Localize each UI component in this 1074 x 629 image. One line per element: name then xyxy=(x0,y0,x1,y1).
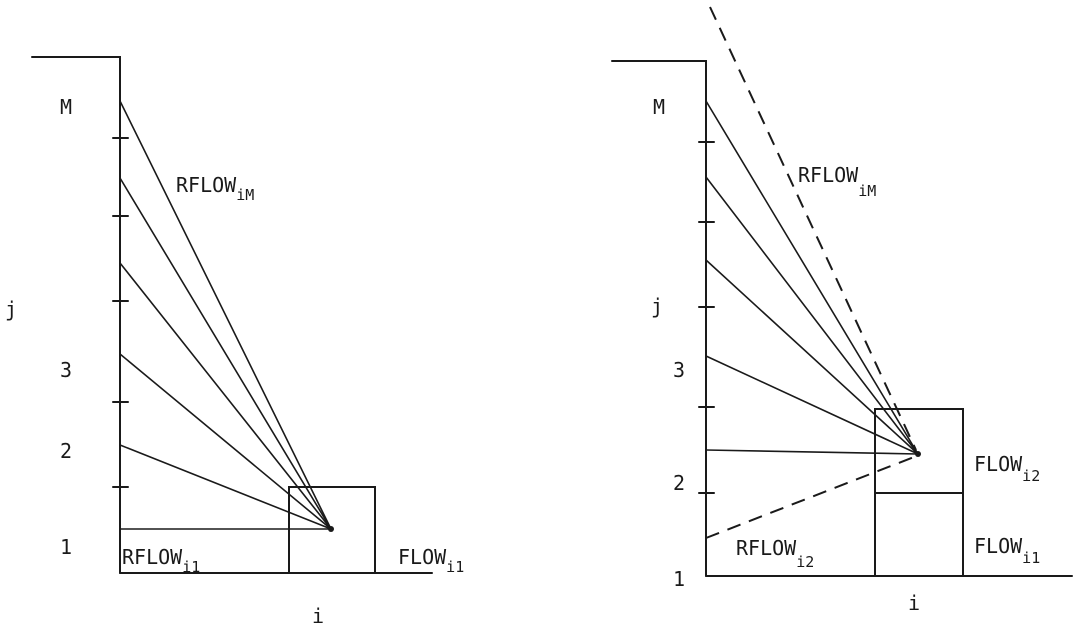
left-y-axis-label: j xyxy=(5,297,17,321)
right-wall-ticks xyxy=(698,141,715,494)
right-upper-cell-box xyxy=(874,408,964,494)
left-tick-label-1: 1 xyxy=(60,535,72,559)
right-ray xyxy=(705,259,919,455)
left-ray-lines xyxy=(119,100,332,530)
right-flow-upper-label: FLOWi2 xyxy=(974,452,1040,485)
right-ray xyxy=(705,100,919,455)
left-flow-label: FLOWi1 xyxy=(398,545,464,576)
right-rflow-top-label: RFLOWiM xyxy=(798,163,876,200)
left-tick-label-2: 2 xyxy=(60,439,72,463)
left-wall xyxy=(31,56,121,574)
left-ray xyxy=(119,353,332,530)
left-tick-label-3: 3 xyxy=(60,358,72,382)
right-ray-lines xyxy=(705,100,919,455)
right-tick-label-2: 2 xyxy=(673,471,685,495)
right-panel: M 3 2 1 j i RFLOWiM RFLOWi2 FLOWi2 FLOWi… xyxy=(611,6,1073,615)
right-tick-label-3: 3 xyxy=(673,358,685,382)
left-panel: M 3 2 1 j i RFLOWiM RFLOWi1 FLOWi1 xyxy=(5,56,464,628)
right-lower-cell-box xyxy=(874,492,964,577)
right-tick-label-1: 1 xyxy=(673,567,685,591)
left-ray xyxy=(119,177,332,530)
left-wall-ticks xyxy=(112,137,129,488)
right-flow-lower-label: FLOWi1 xyxy=(974,534,1040,567)
left-ray xyxy=(119,100,332,530)
left-x-axis-label: i xyxy=(312,604,324,628)
left-rflow-top-label: RFLOWiM xyxy=(176,173,254,204)
right-x-axis-label: i xyxy=(908,591,920,615)
left-cell-box xyxy=(288,486,376,574)
right-y-axis-label: j xyxy=(651,294,663,318)
right-ray xyxy=(705,449,919,455)
right-ray xyxy=(705,176,919,455)
right-dashed-lower-line xyxy=(705,456,915,539)
left-ray xyxy=(119,262,332,530)
right-dashed-upper-line xyxy=(709,6,917,451)
right-tick-label-m: M xyxy=(653,95,665,119)
left-tick-label-m: M xyxy=(60,95,72,119)
right-rflow-bottom-label: RFLOWi2 xyxy=(736,536,814,571)
right-wall xyxy=(611,60,707,577)
left-ray xyxy=(119,444,332,530)
left-rflow-bottom-label: RFLOWi1 xyxy=(122,545,200,576)
right-ray xyxy=(705,355,919,455)
